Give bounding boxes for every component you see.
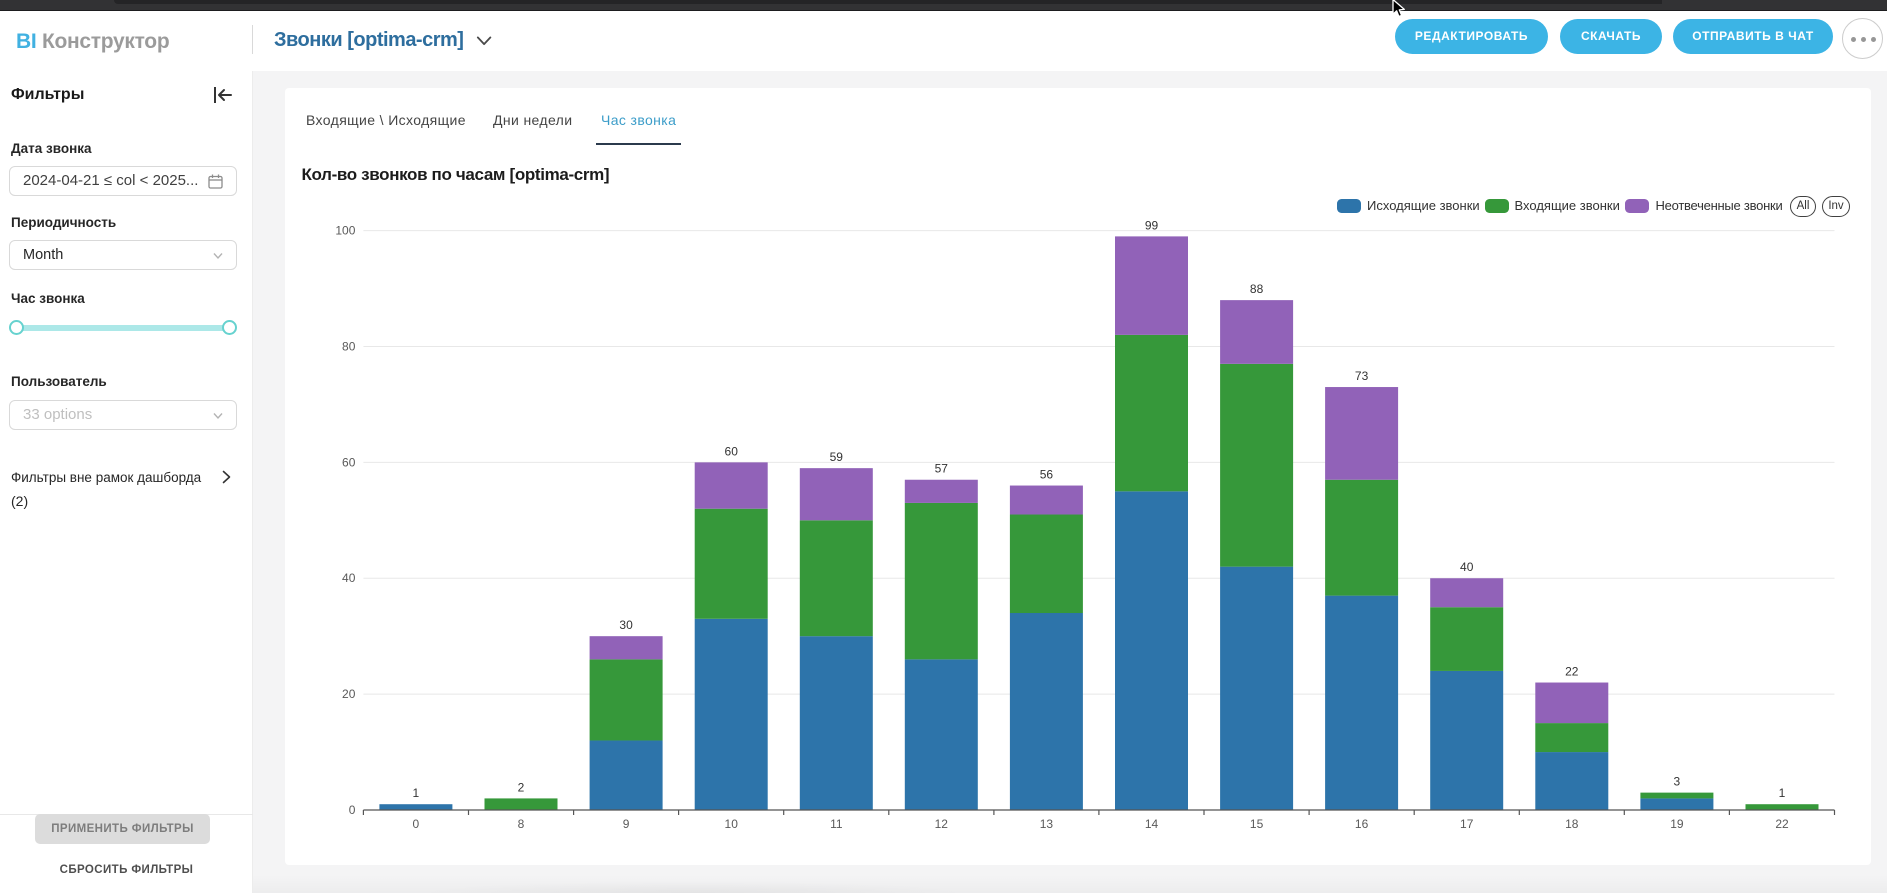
svg-text:60: 60 (342, 455, 356, 469)
svg-text:12: 12 (935, 817, 949, 831)
svg-text:22: 22 (1775, 817, 1789, 831)
svg-text:20: 20 (342, 687, 356, 701)
svg-text:15: 15 (1250, 817, 1264, 831)
svg-text:60: 60 (725, 444, 739, 458)
svg-text:16: 16 (1355, 817, 1369, 831)
svg-text:100: 100 (335, 224, 355, 238)
svg-text:9: 9 (623, 817, 630, 831)
svg-text:56: 56 (1040, 468, 1054, 482)
svg-text:59: 59 (830, 450, 844, 464)
svg-text:88: 88 (1250, 282, 1264, 296)
svg-text:19: 19 (1670, 817, 1684, 831)
svg-text:1: 1 (1779, 786, 1786, 800)
svg-text:10: 10 (725, 817, 739, 831)
svg-text:14: 14 (1145, 817, 1159, 831)
svg-text:99: 99 (1145, 218, 1159, 232)
svg-text:22: 22 (1565, 665, 1579, 679)
svg-text:2: 2 (518, 780, 525, 794)
svg-text:1: 1 (413, 786, 420, 800)
svg-text:0: 0 (413, 817, 420, 831)
svg-text:8: 8 (518, 817, 525, 831)
svg-text:11: 11 (830, 817, 843, 831)
svg-text:80: 80 (342, 340, 356, 354)
svg-text:3: 3 (1674, 775, 1681, 789)
svg-text:57: 57 (935, 462, 949, 476)
svg-text:40: 40 (342, 571, 356, 585)
svg-text:30: 30 (619, 618, 633, 632)
svg-text:40: 40 (1460, 560, 1474, 574)
svg-text:73: 73 (1355, 369, 1369, 383)
svg-text:18: 18 (1565, 817, 1579, 831)
svg-text:13: 13 (1040, 817, 1054, 831)
svg-text:0: 0 (349, 803, 356, 817)
svg-text:17: 17 (1460, 817, 1474, 831)
